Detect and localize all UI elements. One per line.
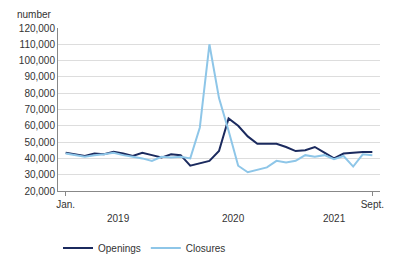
svg-text:100,000: 100,000 <box>19 55 56 66</box>
svg-text:110,000: 110,000 <box>20 39 56 50</box>
svg-text:number: number <box>17 9 52 20</box>
svg-text:80,000: 80,000 <box>24 88 55 99</box>
svg-text:40,000: 40,000 <box>24 153 55 164</box>
svg-text:Sept.: Sept. <box>361 199 384 210</box>
svg-text:2020: 2020 <box>222 213 245 224</box>
svg-text:120,000: 120,000 <box>19 23 56 34</box>
svg-text:20,000: 20,000 <box>24 186 55 197</box>
svg-text:70,000: 70,000 <box>24 104 55 115</box>
svg-text:Closures: Closures <box>186 243 225 254</box>
svg-text:Jan.: Jan. <box>56 199 75 210</box>
svg-text:50,000: 50,000 <box>24 137 55 148</box>
svg-text:30,000: 30,000 <box>24 169 55 180</box>
svg-text:60,000: 60,000 <box>24 120 55 131</box>
svg-text:2019: 2019 <box>107 213 130 224</box>
svg-text:90,000: 90,000 <box>24 71 55 82</box>
svg-text:2021: 2021 <box>323 213 346 224</box>
svg-text:Openings: Openings <box>98 243 141 254</box>
